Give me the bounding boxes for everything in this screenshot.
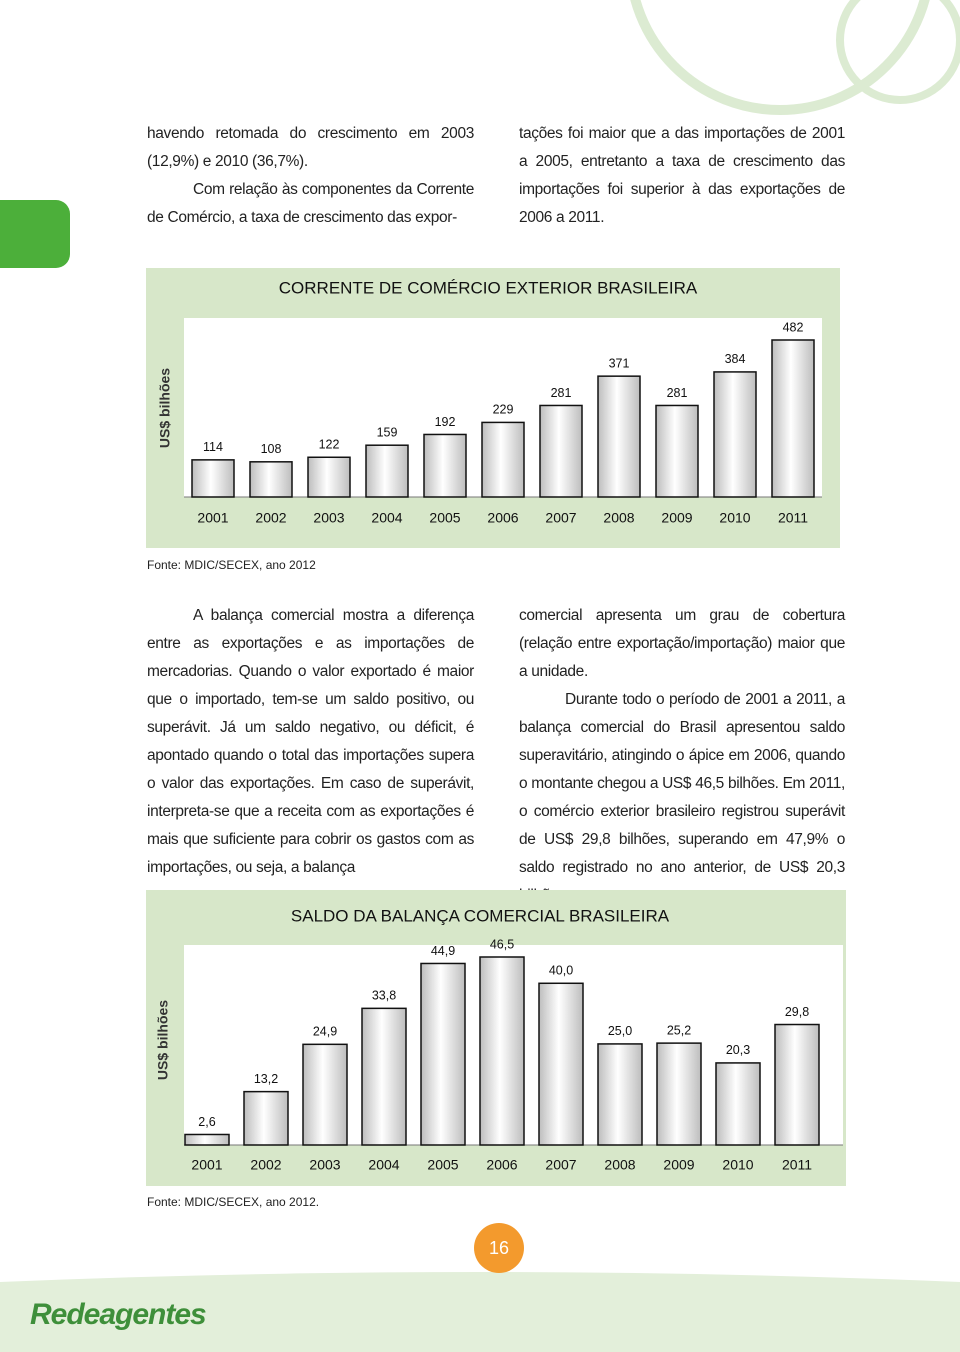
paragraph: comercial apresenta um grau de cobertura…	[519, 607, 845, 680]
x-tick-label: 2007	[545, 1157, 576, 1173]
x-tick-label: 2011	[782, 1157, 812, 1173]
x-tick-label: 2010	[719, 510, 750, 526]
bar	[243, 1090, 289, 1146]
bar	[774, 1023, 820, 1146]
data-label: 40,0	[549, 964, 573, 978]
bar	[771, 339, 815, 498]
footer-brand: Redeagentes	[30, 1298, 207, 1331]
bar	[420, 962, 466, 1146]
data-label: 20,3	[726, 1043, 750, 1057]
data-label: 192	[435, 415, 456, 429]
bar	[597, 1043, 643, 1146]
x-tick-label: 2007	[545, 510, 576, 526]
data-label: 46,5	[490, 937, 514, 951]
bar	[302, 1043, 348, 1146]
x-tick-label: 2006	[486, 1157, 517, 1173]
deco-arc	[630, 0, 930, 115]
page-number: 16	[474, 1223, 524, 1273]
data-label: 33,8	[372, 989, 396, 1003]
bar	[481, 421, 525, 498]
x-tick-label: 2005	[429, 510, 460, 526]
intro-left: havendo retomada do crescimento em 2003 …	[147, 120, 474, 232]
bar	[538, 982, 584, 1146]
x-tick-label: 2004	[368, 1157, 399, 1173]
side-tab	[0, 200, 70, 268]
data-label: 2,6	[198, 1115, 215, 1129]
x-tick-label: 2002	[255, 510, 286, 526]
chart: SALDO DA BALANÇA COMERCIAL BRASILEIRA US$…	[146, 890, 846, 1186]
footer-band	[0, 1272, 960, 1352]
bar	[655, 404, 699, 498]
x-tick-label: 2006	[487, 510, 518, 526]
paragraph: Durante todo o período de 2001 a 2011, a…	[519, 691, 845, 904]
bar	[713, 371, 757, 498]
chart-title: CORRENTE DE COMÉRCIO EXTERIOR BRASILEIRA	[279, 278, 698, 297]
body-left: A balança comercial mostra a diferença e…	[147, 602, 474, 882]
paragraph: tações foi maior que a das importações d…	[519, 125, 845, 226]
x-tick-label: 2008	[603, 510, 634, 526]
chart-source: Fonte: MDIC/SECEX, ano 2012.	[147, 1195, 320, 1209]
x-tick-label: 2009	[663, 1157, 694, 1173]
bar	[479, 956, 525, 1146]
data-label: 44,9	[431, 944, 455, 958]
x-tick-label: 2011	[778, 510, 808, 526]
paragraph: havendo retomada do crescimento em 2003 …	[147, 125, 474, 170]
bar	[249, 461, 293, 498]
paragraph: A balança comercial mostra a diferença e…	[147, 607, 474, 876]
paragraph: Com relação às componentes da Corrente d…	[147, 181, 474, 226]
y-axis-label: US$ bilhões	[157, 368, 173, 448]
data-label: 108	[261, 442, 282, 456]
data-label: 25,0	[608, 1024, 632, 1038]
bar	[597, 375, 641, 498]
data-label: 29,8	[785, 1005, 809, 1019]
x-tick-label: 2008	[604, 1157, 635, 1173]
x-tick-label: 2009	[661, 510, 692, 526]
bar	[191, 459, 235, 498]
body-right: comercial apresenta um grau de cobertura…	[519, 602, 845, 910]
data-label: 371	[609, 356, 630, 370]
data-label: 281	[551, 386, 572, 400]
bar	[539, 404, 583, 498]
x-tick-label: 2003	[313, 510, 344, 526]
data-label: 24,9	[313, 1025, 337, 1039]
bar	[365, 444, 409, 498]
chart-title: SALDO DA BALANÇA COMERCIAL BRASILEIRA	[291, 906, 670, 925]
data-label: 229	[493, 403, 514, 417]
bar	[715, 1062, 761, 1146]
bar	[656, 1042, 702, 1146]
x-tick-label: 2001	[197, 510, 228, 526]
intro-right: tações foi maior que a das importações d…	[519, 120, 845, 232]
x-tick-label: 2010	[722, 1157, 753, 1173]
data-label: 159	[377, 426, 398, 440]
data-label: 281	[667, 386, 688, 400]
chart-source: Fonte: MDIC/SECEX, ano 2012	[147, 558, 316, 572]
data-label: 482	[783, 320, 804, 334]
data-label: 25,2	[667, 1023, 691, 1037]
bar	[307, 456, 351, 498]
x-tick-label: 2003	[309, 1157, 340, 1173]
deco-arc	[836, 0, 960, 104]
data-label: 13,2	[254, 1072, 278, 1086]
data-label: 122	[319, 438, 340, 452]
bar	[423, 433, 467, 498]
y-axis-label: US$ bilhões	[155, 1000, 171, 1080]
bar	[361, 1007, 407, 1146]
data-label: 114	[203, 440, 223, 454]
x-tick-label: 2001	[191, 1157, 222, 1173]
x-tick-label: 2002	[250, 1157, 281, 1173]
chart: CORRENTE DE COMÉRCIO EXTERIOR BRASILEIRA…	[146, 268, 840, 548]
bar	[184, 1133, 230, 1146]
data-label: 384	[725, 352, 746, 366]
x-tick-label: 2005	[427, 1157, 458, 1173]
x-tick-label: 2004	[371, 510, 402, 526]
